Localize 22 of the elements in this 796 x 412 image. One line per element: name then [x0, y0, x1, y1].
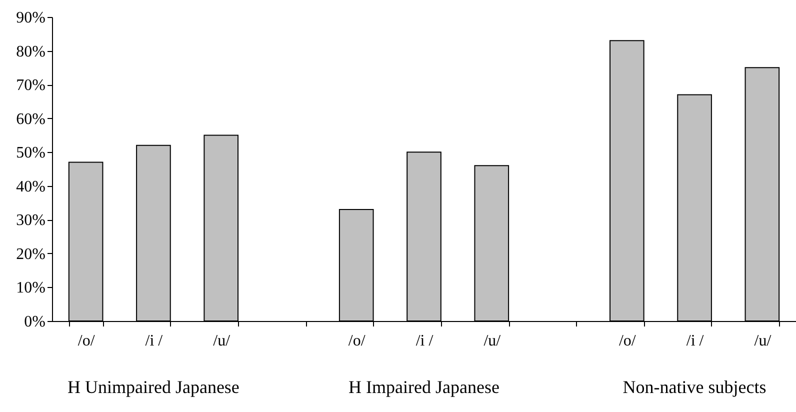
text: H Unimpaired Japanese: [67, 377, 240, 397]
y-tick-label: 70%: [16, 77, 46, 94]
y-tick-label: 0%: [24, 314, 46, 330]
y-tick-label: 60%: [16, 110, 46, 128]
x-tick-label: /u/: [754, 332, 772, 350]
x-tick-label: /o/: [78, 332, 96, 350]
x-tick-label: /i /: [145, 332, 164, 350]
text: Non-native subjects: [622, 377, 766, 397]
y-tick-label: 40%: [16, 178, 46, 196]
y-tick-label: 20%: [16, 246, 46, 263]
x-tick-label: /i /: [686, 332, 704, 350]
x-tick-label: /u/: [213, 332, 231, 350]
y-tick-label: 10%: [16, 280, 46, 297]
y-tick-label: 90%: [16, 10, 46, 26]
y-tick-label: 80%: [16, 43, 46, 60]
y-tick-label: 30%: [16, 212, 46, 230]
x-tick-label: /o/: [618, 332, 636, 350]
x-tick-label: /u/: [484, 332, 502, 350]
x-tick-label: /o/: [348, 332, 366, 350]
text: H Impaired Japanese: [348, 377, 500, 397]
y-tick-label: 50%: [16, 144, 46, 162]
x-tick-label: /i /: [416, 332, 434, 350]
